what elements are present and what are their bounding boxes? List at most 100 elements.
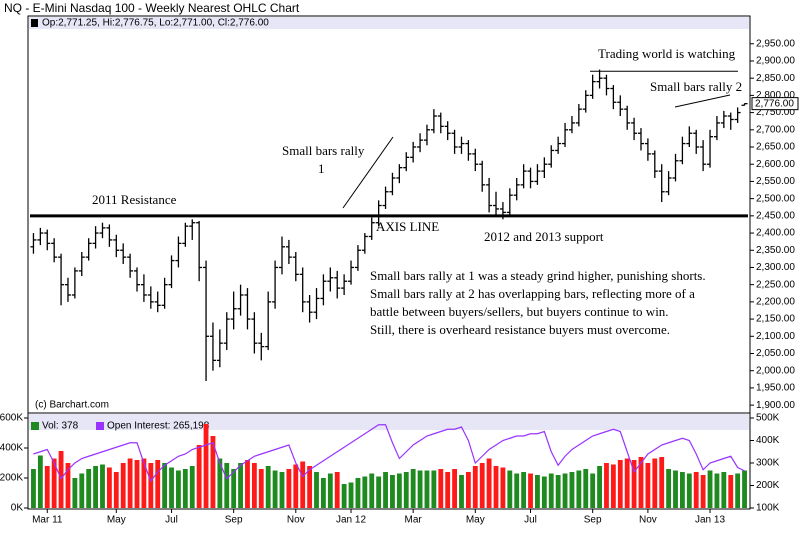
oi-tick-label: 400K	[756, 435, 780, 446]
volume-bar	[286, 469, 292, 508]
volume-bar	[555, 475, 561, 508]
volume-bar	[300, 461, 306, 508]
volume-bar	[721, 472, 727, 508]
volume-bar	[562, 473, 568, 508]
volume-bar	[100, 464, 105, 508]
volume-bar	[472, 466, 478, 508]
open-interest-line	[33, 424, 745, 483]
volume-bar	[548, 473, 554, 508]
y-tick-label: 2,100.00	[756, 331, 795, 342]
y-tick-label: 2,000.00	[756, 365, 795, 376]
y-tick-label: 2,150.00	[756, 314, 795, 325]
y-tick-label: 1,950.00	[756, 383, 795, 394]
y-tick-label: 2,500.00	[756, 193, 795, 204]
volume-bar	[86, 469, 92, 508]
volume-bar	[341, 484, 347, 508]
legend-open-interest: Open Interest: 265,198	[107, 421, 210, 432]
volume-bar	[238, 463, 243, 508]
x-tick-label: Jul	[524, 515, 537, 526]
volume-bar	[162, 463, 168, 508]
volume-bar	[707, 470, 713, 508]
volume-bar	[265, 466, 271, 508]
volume-bar	[37, 455, 43, 508]
volume-bar	[31, 469, 36, 508]
volume-bar	[148, 463, 154, 508]
volume-bar	[528, 473, 533, 508]
annotation: 1	[318, 161, 325, 176]
x-tick-label: Sep	[225, 515, 243, 526]
volume-bar	[106, 467, 112, 508]
volume-bar	[369, 473, 375, 508]
volume-bar	[217, 458, 223, 508]
volume-bar	[735, 473, 741, 508]
volume-bar	[465, 472, 471, 508]
volume-bar	[431, 470, 437, 508]
x-tick-label: Jan 12	[336, 515, 366, 526]
volume-bar	[182, 469, 188, 508]
volume-bar	[293, 464, 299, 508]
volume-bar	[652, 458, 658, 508]
last-price-box	[751, 97, 799, 111]
volume-bar	[203, 424, 209, 508]
volume-bar	[231, 469, 237, 508]
volume-bar	[479, 463, 485, 508]
x-tick-label: Jan 13	[695, 515, 725, 526]
volume-bar	[113, 472, 119, 508]
y-tick-label: 2,450.00	[756, 210, 795, 221]
volume-bar	[583, 469, 589, 508]
volume-bar	[410, 469, 416, 508]
x-tick-label: Jul	[165, 515, 178, 526]
volume-bar	[383, 472, 388, 508]
volume-bar	[576, 470, 582, 508]
info-line: Op:2,771.25, Hi:2,776.75, Lo:2,771.00, C…	[42, 18, 269, 29]
legend-swatch-oi	[96, 422, 104, 430]
volume-tick-label: 600K	[0, 413, 23, 424]
volume-bar	[445, 472, 451, 508]
note-line: Small bars rally at 1 was a steady grind…	[370, 268, 706, 283]
volume-bar	[355, 478, 361, 508]
volume-bar	[493, 466, 499, 508]
volume-bar	[120, 463, 126, 508]
volume-bar	[224, 463, 230, 508]
volume-bar	[189, 466, 195, 508]
volume-bar	[610, 464, 616, 508]
credit: (c) Barchart.com	[35, 400, 109, 411]
y-tick-label: 2,750.00	[756, 107, 795, 118]
volume-bar	[666, 469, 672, 508]
volume-bar	[693, 472, 699, 508]
volume-bar	[272, 470, 278, 508]
oi-tick-label: 300K	[756, 458, 780, 469]
y-tick-label: 2,050.00	[756, 348, 795, 359]
volume-bar	[403, 472, 409, 508]
volume-bar	[51, 458, 57, 508]
volume-bar	[486, 458, 492, 508]
volume-bar	[617, 460, 623, 508]
annotation: 2012 and 2013 support	[484, 229, 604, 244]
volume-bar	[334, 472, 340, 508]
y-tick-label: 2,700.00	[756, 124, 795, 135]
volume-bar	[424, 470, 430, 508]
note-line: battle between buyers/sellers, but buyer…	[370, 304, 669, 319]
annotation: AXIS LINE	[376, 219, 439, 234]
volume-bar	[631, 460, 637, 508]
volume-bar	[327, 473, 333, 508]
volume-bar	[141, 458, 147, 508]
volume-bar	[507, 470, 513, 508]
annotation: 2011 Resistance	[92, 192, 177, 207]
volume-bar	[541, 476, 547, 508]
y-tick-label: 2,900.00	[756, 56, 795, 67]
volume-bar	[742, 470, 747, 508]
volume-bar	[44, 466, 50, 508]
volume-bar	[700, 475, 706, 508]
volume-bar	[604, 463, 609, 508]
y-tick-label: 2,350.00	[756, 245, 795, 256]
pane-header	[29, 17, 749, 29]
info-swatch	[31, 19, 38, 27]
volume-bar	[714, 473, 720, 508]
volume-bar	[127, 458, 133, 508]
volume-bar	[686, 473, 692, 508]
volume-bar	[500, 467, 506, 508]
volume-tick-label: 200K	[0, 473, 23, 484]
volume-bar	[396, 473, 402, 508]
